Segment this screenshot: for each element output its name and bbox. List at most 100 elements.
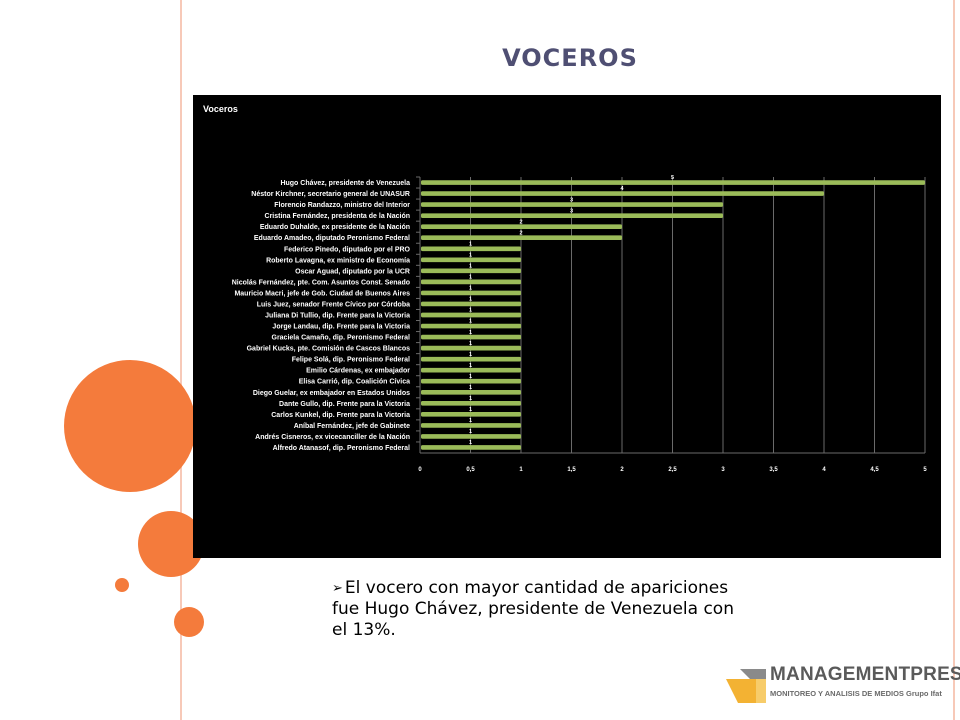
data-label: 1: [469, 330, 472, 336]
category-label: Mauricio Macri, jefe de Gob. Ciudad de B…: [234, 290, 410, 297]
category-label: Luis Juez, senador Frente Cívico por Cór…: [257, 301, 410, 308]
data-label: 1: [469, 352, 472, 358]
bar: [421, 378, 521, 384]
decor-line-left: [180, 0, 182, 720]
category-label: Eduardo Amadeo, diputado Peronismo Feder…: [254, 235, 410, 242]
x-tick-label: 0,5: [466, 467, 475, 473]
data-label: 1: [469, 429, 472, 435]
category-label: Nicolás Fernández, pte. Com. Asuntos Con…: [232, 279, 410, 286]
category-label: Eduardo Duhalde, ex presidente de la Nac…: [260, 224, 410, 231]
category-label: Roberto Lavagna, ex ministro de Economía: [266, 257, 410, 264]
decor-line-right: [953, 0, 955, 720]
bar: [421, 367, 521, 373]
slide-title: VOCEROS: [502, 44, 638, 72]
decor-circle-tiny: [115, 578, 129, 592]
bar: [421, 434, 521, 439]
data-label: 2: [519, 230, 522, 236]
x-tick-label: 4,5: [870, 467, 879, 473]
logo-name: MANAGEMENTPRESS: [770, 664, 960, 685]
x-tick-label: 0: [418, 467, 422, 473]
bar: [421, 356, 521, 362]
category-label: Elisa Carrió, dip. Coalición Cívica: [299, 379, 410, 386]
data-label: 1: [469, 407, 472, 413]
bar: [421, 279, 521, 285]
bar: [421, 224, 622, 229]
category-label: Gabriel Kucks, pte. Comisión de Cascos B…: [247, 346, 410, 353]
bar: [421, 290, 521, 296]
category-label: Oscar Aguad, diputado por la UCR: [295, 268, 410, 275]
bar: [421, 389, 521, 395]
data-label: 1: [469, 286, 472, 292]
bullet-text: El vocero con mayor cantidad de aparicio…: [332, 578, 734, 640]
data-label: 1: [469, 308, 472, 314]
decor-circle-small: [174, 607, 204, 637]
data-label: 1: [469, 363, 472, 369]
category-label: Carlos Kunkel, dip. Frente para la Victo…: [271, 412, 410, 419]
chart-panel: Voceros 0 0,5 1 1,5 2 2,5 3 3,5 4 4,5 5 Hugo Chávez,…: [193, 95, 941, 558]
data-label: 1: [469, 319, 472, 325]
category-label: Diego Guelar, ex embajador en Estados Un…: [253, 390, 410, 397]
bar: [421, 301, 521, 307]
bar: [421, 202, 723, 207]
data-label: 1: [469, 275, 472, 281]
category-label: Emilio Cárdenas, ex embajador: [306, 368, 410, 375]
bullet-point: ➢ El vocero con mayor cantidad de aparici…: [332, 578, 752, 641]
logo-mark-icon: [726, 669, 766, 703]
x-tick-label: 3: [721, 467, 725, 473]
bar: [421, 180, 925, 185]
bar: [421, 323, 521, 329]
data-label: 1: [469, 396, 472, 402]
bar-chart: Voceros 0 0,5 1 1,5 2 2,5 3 3,5 4 4,5 5 Hugo Chávez,…: [203, 104, 927, 473]
chart-title: Voceros: [203, 104, 238, 114]
data-label: 1: [469, 297, 472, 303]
bar: [421, 334, 521, 340]
category-label: Cristina Fernández, presidenta de la Nac…: [265, 213, 410, 220]
x-tick-label: 4: [822, 467, 826, 473]
left-decor-band: [0, 0, 180, 720]
category-label: Andrés Cisneros, ex vicecanciller de la …: [255, 434, 410, 441]
data-label: 1: [469, 374, 472, 380]
category-label: Felipe Solá, dip. Peronismo Federal: [292, 357, 410, 364]
category-label: Néstor Kirchner, secretario general de U…: [251, 191, 410, 198]
bar: [421, 191, 824, 196]
data-label: 1: [469, 418, 472, 424]
x-tick-label: 3,5: [769, 467, 778, 473]
bar: [421, 268, 521, 274]
data-label: 1: [469, 385, 472, 391]
bar: [421, 257, 521, 263]
x-tick-label: 1,5: [567, 467, 576, 473]
bar: [421, 345, 521, 351]
data-label: 2: [519, 219, 522, 225]
arrow-bullet-icon: ➢: [332, 581, 343, 596]
category-label: Juliana Di Tullio, dip. Frente para la V…: [265, 313, 410, 320]
category-label: Graciela Camaño, dip. Peronismo Federal: [272, 335, 411, 342]
category-label: Jorge Landau, dip. Frente para la Victor…: [272, 324, 410, 331]
category-label: Florencio Randazzo, ministro del Interio…: [274, 202, 410, 209]
data-label: 1: [469, 264, 472, 270]
bar: [421, 445, 521, 450]
bar: [421, 401, 521, 406]
category-label: Dante Gullo, dip. Frente para la Victori…: [279, 401, 410, 408]
data-label: 1: [469, 341, 472, 347]
bar: [421, 423, 521, 428]
bar: [421, 412, 521, 417]
data-label: 5: [671, 175, 674, 181]
data-label: 3: [570, 208, 573, 214]
x-tick-label: 1: [519, 467, 523, 473]
category-label: Federico Pinedo, diputado por el PRO: [284, 246, 411, 253]
data-label: 1: [469, 252, 472, 258]
x-tick-label: 2,5: [668, 467, 677, 473]
data-label: 3: [570, 197, 573, 203]
x-tick-label: 5: [923, 467, 927, 473]
data-label: 1: [469, 241, 472, 247]
decor-circle-large: [64, 360, 196, 492]
bar: [421, 312, 521, 318]
category-label: Alfredo Atanasof, dip. Peronismo Federal: [273, 445, 410, 452]
bar: [421, 235, 622, 241]
category-label: Hugo Chávez, presidente de Venezuela: [280, 180, 410, 187]
data-label: 1: [469, 440, 472, 446]
managementpress-logo: MANAGEMENTPRESS MONITOREO Y ANALISIS DE …: [726, 662, 960, 706]
x-tick-label: 2: [620, 467, 624, 473]
logo-tagline: MONITOREO Y ANALISIS DE MEDIOS Grupo Ifa…: [770, 689, 942, 698]
category-label: Aníbal Fernández, jefe de Gabinete: [294, 423, 410, 430]
